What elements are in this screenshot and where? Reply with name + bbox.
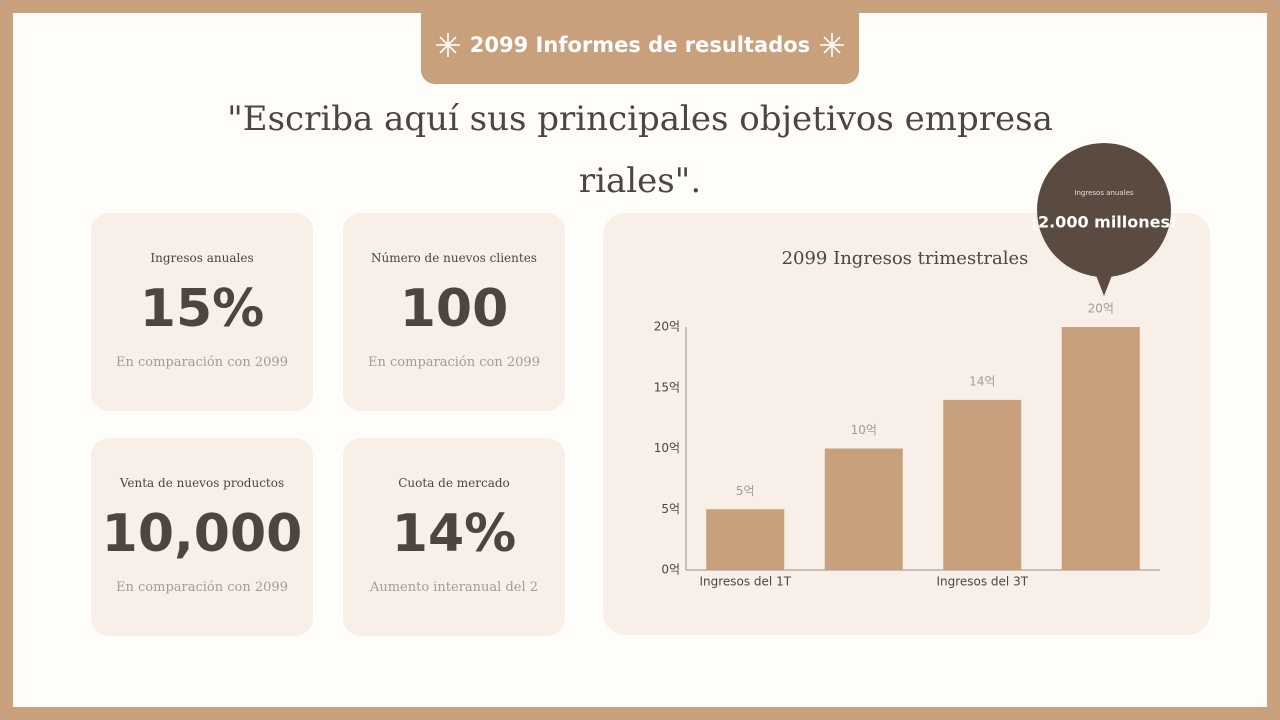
- kpi-note: En comparación con 2099: [116, 580, 288, 595]
- sparkle-icon: [435, 33, 460, 57]
- kpi-value: 10,000: [101, 504, 303, 564]
- value-label: 20억: [1088, 302, 1114, 316]
- kpi-note: En comparación con 2099: [116, 355, 288, 370]
- x-tick-label: Ingresos del 1T: [699, 575, 791, 589]
- kpi-label: Venta de nuevos productos: [119, 476, 285, 490]
- kpi-card: Ingresos anuales 15% En comparación con …: [91, 213, 313, 411]
- header-tab: 2099 Informes de resultados: [421, 13, 859, 84]
- y-tick-label: 20억: [654, 320, 680, 334]
- header-title: 2099 Informes de resultados: [469, 33, 811, 57]
- headline: "Escriba aquí sus principales objetivos …: [227, 99, 1053, 201]
- chart-title: 2099 Ingresos trimestrales: [782, 248, 1029, 269]
- kpi-label: Cuota de mercado: [398, 476, 510, 490]
- header-row: 2099 Informes de resultados: [421, 13, 859, 77]
- kpi-card: Venta de nuevos productos 10,000 En comp…: [91, 438, 313, 636]
- bar: [824, 448, 903, 570]
- bar: [943, 399, 1022, 570]
- kpi-value: 15%: [139, 279, 265, 339]
- bar: [1061, 327, 1140, 570]
- kpi-note: Aumento interanual del 2: [369, 580, 539, 595]
- kpi-note: En comparación con 2099: [368, 355, 540, 370]
- value-label: 10억: [851, 423, 877, 437]
- callout-label: Ingresos anuales: [1074, 189, 1133, 197]
- callout-bubble: [1037, 143, 1171, 277]
- kpi-card: Cuota de mercado 14% Aumento interanual …: [343, 438, 565, 636]
- x-tick-label: Ingresos del 3T: [936, 575, 1028, 589]
- callout-value: ¡2.000 millones!: [1031, 213, 1178, 232]
- value-label: 14억: [969, 374, 995, 388]
- y-tick-label: 0억: [661, 563, 680, 577]
- callout: Ingresos anuales ¡2.000 millones!: [1031, 143, 1178, 296]
- kpi-label: Número de nuevos clientes: [371, 251, 537, 265]
- kpi-value: 14%: [391, 504, 517, 564]
- y-tick-label: 10억: [654, 441, 680, 455]
- sparkle-icon: [820, 33, 845, 57]
- value-label: 5억: [736, 484, 755, 498]
- bar: [706, 509, 785, 570]
- kpi-card: Número de nuevos clientes 100 En compara…: [343, 213, 565, 411]
- y-tick-label: 15억: [654, 380, 680, 394]
- kpi-label: Ingresos anuales: [150, 251, 254, 265]
- kpi-value: 100: [399, 279, 509, 339]
- y-tick-label: 5억: [661, 502, 680, 516]
